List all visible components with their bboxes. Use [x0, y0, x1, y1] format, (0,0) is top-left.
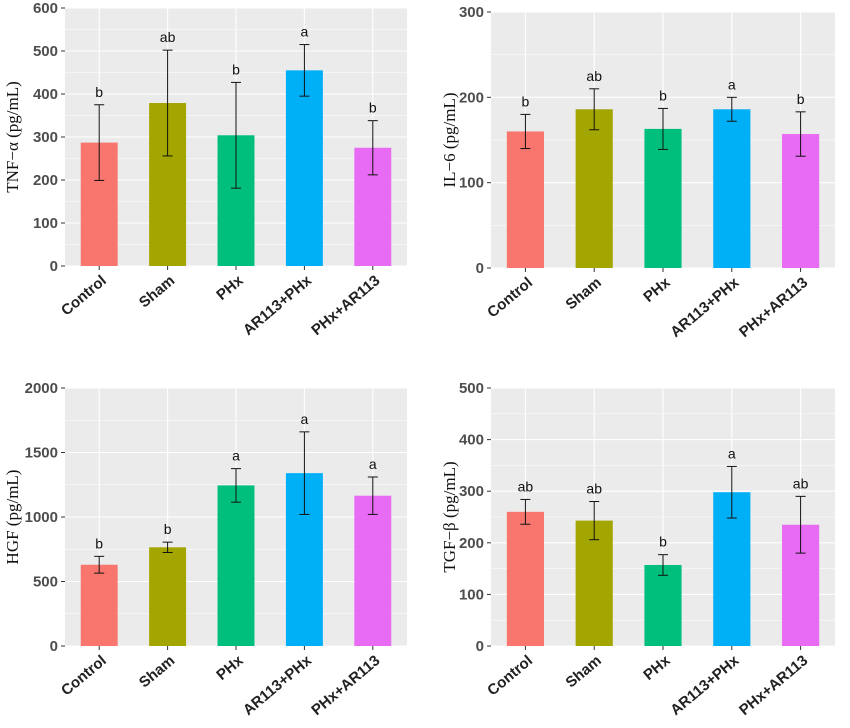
x-tick-label: Sham	[136, 272, 178, 311]
significance-label: a	[728, 445, 736, 461]
y-tick-label: 0	[476, 260, 484, 277]
y-tick-label: 200	[33, 172, 58, 189]
significance-label: b	[659, 87, 667, 103]
chart-panel-3: 0 500 1000 1500 2000 b b a a a Control Sham PHxAR113…	[3, 380, 407, 719]
x-tick-label: Control	[484, 652, 536, 699]
y-tick-label: 0	[50, 638, 58, 655]
y-axis-label: IL−6 (pg/mL)	[440, 92, 459, 187]
bar-phx	[217, 485, 255, 646]
x-tick-label: Control	[58, 272, 110, 319]
significance-label: b	[797, 91, 805, 107]
bar-phx-ar113	[354, 495, 392, 646]
y-tick-label: 400	[459, 432, 484, 449]
significance-label: a	[301, 24, 309, 40]
significance-label: ab	[793, 475, 809, 491]
bar-phx	[644, 128, 682, 268]
significance-label: b	[659, 534, 667, 550]
significance-label: b	[164, 521, 172, 537]
x-tick-label: PHx	[213, 272, 247, 304]
y-tick-label: 500	[459, 380, 484, 397]
y-tick-label: 400	[33, 86, 58, 103]
significance-label: b	[232, 61, 240, 77]
chart-panel-4: 0 100 200 300 400 500 ab ab b a ab Control Sham PHxAR…	[440, 380, 835, 719]
y-tick-label: 1000	[25, 509, 58, 526]
x-tick-label: Sham	[563, 652, 605, 691]
bar-control	[506, 511, 544, 646]
x-tick-label: Control	[484, 274, 536, 321]
y-tick-label: 0	[50, 258, 58, 275]
y-tick-label: 300	[459, 483, 484, 500]
y-axis-label: HGF (pg/mL)	[3, 470, 22, 565]
significance-label: a	[369, 456, 377, 472]
y-tick-label: 200	[459, 89, 484, 106]
bar-control	[80, 564, 118, 646]
bar-phx	[644, 564, 682, 646]
bar-sham	[575, 109, 613, 268]
y-tick-label: 0	[476, 638, 484, 655]
bar-ar113-phx	[285, 70, 323, 266]
bar-sham	[149, 547, 187, 646]
significance-label: b	[95, 84, 103, 100]
y-axis-label: TGF−β (pg/mL)	[440, 461, 459, 572]
significance-label: ab	[586, 481, 602, 497]
y-tick-label: 300	[33, 129, 58, 146]
x-tick-label: AR113+PHx	[667, 652, 743, 719]
significance-label: a	[728, 76, 736, 92]
x-tick-label: AR113+PHx	[240, 272, 316, 339]
x-tick-label: PHx+AR113	[736, 274, 811, 341]
y-tick-label: 500	[33, 43, 58, 60]
significance-label: b	[95, 535, 103, 551]
y-tick-label: 100	[33, 215, 58, 232]
x-tick-label: AR113+PHx	[240, 652, 316, 719]
y-tick-label: 1500	[25, 445, 58, 462]
x-tick-label: PHx+AR113	[736, 652, 811, 719]
bar-ar113-phx	[713, 109, 751, 268]
x-tick-label: Sham	[563, 274, 605, 313]
y-tick-label: 500	[33, 574, 58, 591]
x-tick-label: Control	[58, 652, 110, 699]
bar-sham	[575, 520, 613, 646]
x-tick-label: Sham	[136, 652, 178, 691]
x-tick-label: PHx	[640, 274, 674, 306]
y-tick-label: 600	[33, 0, 58, 17]
y-axis-label: TNF−α (pg/mL)	[3, 81, 22, 193]
x-tick-label: PHx+AR113	[308, 652, 383, 719]
significance-label: b	[369, 100, 377, 116]
y-tick-label: 100	[459, 586, 484, 603]
x-tick-label: AR113+PHx	[667, 274, 743, 341]
x-tick-label: PHx+AR113	[308, 272, 383, 339]
y-tick-label: 200	[459, 535, 484, 552]
significance-label: b	[522, 93, 530, 109]
bar-control	[506, 131, 544, 268]
y-tick-label: 300	[459, 4, 484, 21]
x-tick-label: PHx	[213, 652, 247, 684]
significance-label: ab	[518, 478, 534, 494]
y-tick-label: 100	[459, 175, 484, 192]
significance-label: a	[301, 411, 309, 427]
y-tick-label: 2000	[25, 380, 58, 397]
significance-label: ab	[160, 29, 176, 45]
significance-label: a	[232, 448, 240, 464]
x-tick-label: PHx	[640, 652, 674, 684]
significance-label: ab	[586, 68, 602, 84]
